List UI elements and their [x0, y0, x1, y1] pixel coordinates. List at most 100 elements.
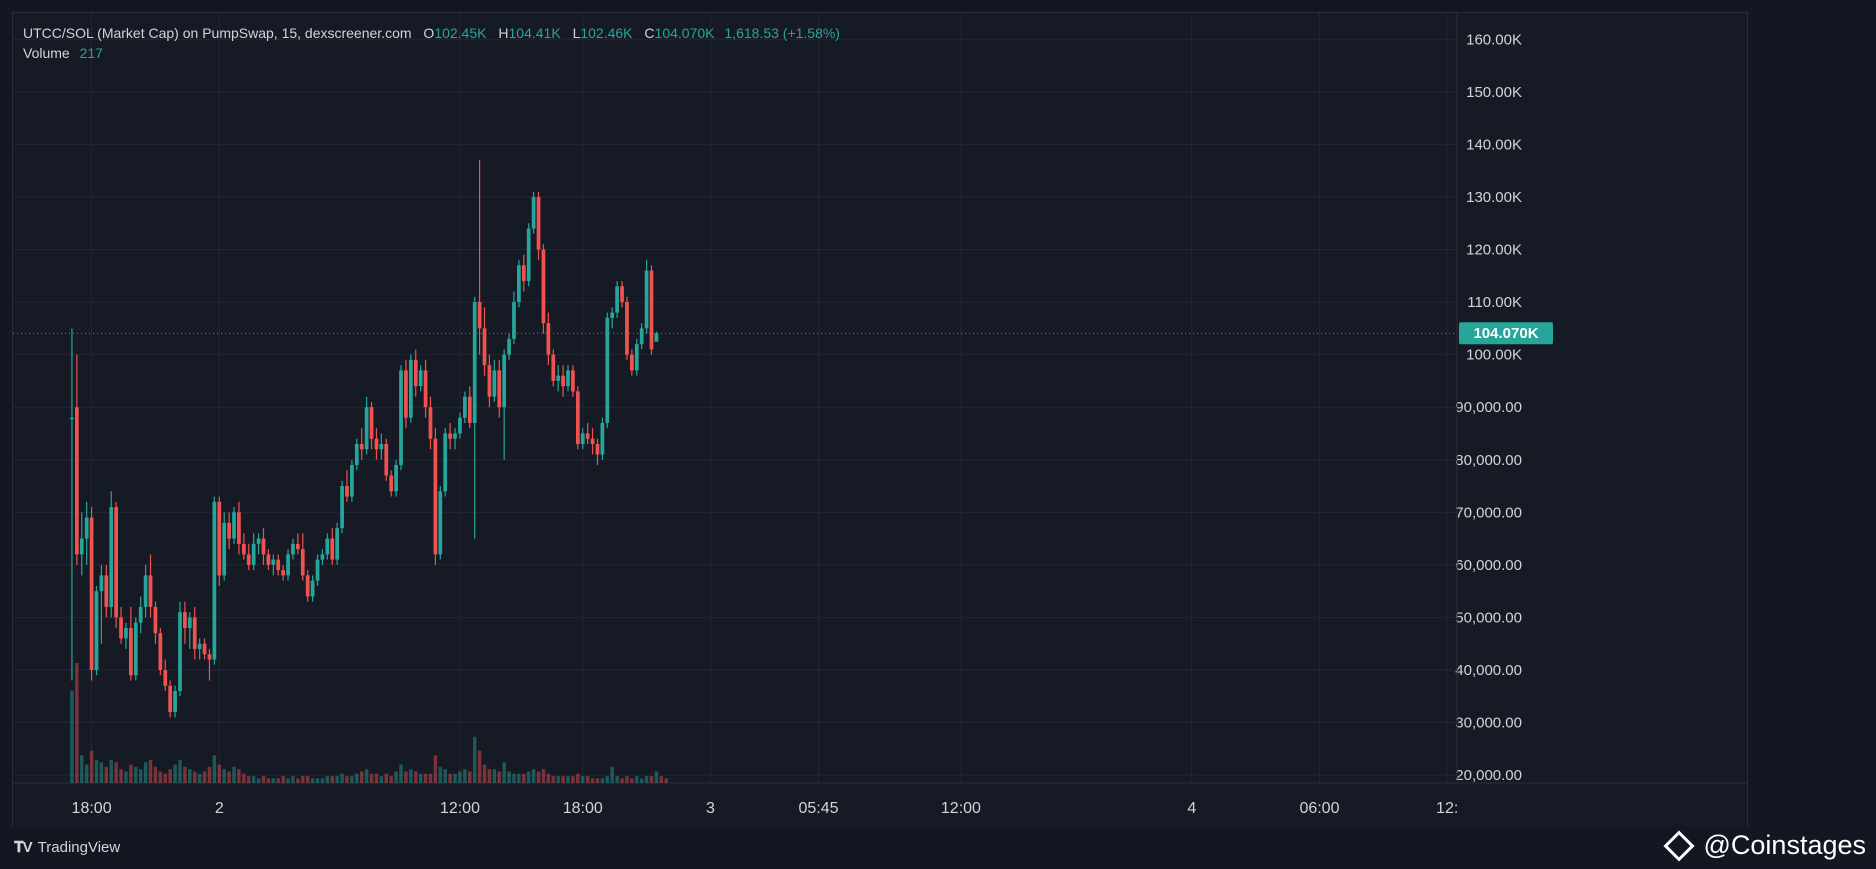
y-tick-label: 150.00K — [1466, 84, 1522, 101]
candle-body — [153, 606, 158, 634]
candle-body — [99, 575, 104, 592]
candle-body — [74, 407, 79, 555]
candle-body — [374, 438, 379, 450]
candle-body — [649, 270, 654, 350]
candle-body — [133, 622, 138, 676]
candle-body — [291, 543, 295, 555]
volume-bar — [443, 769, 447, 783]
volume-bar — [158, 771, 163, 783]
volume-bar — [119, 769, 123, 783]
candle-body — [418, 370, 423, 387]
volume-bar — [124, 771, 128, 783]
candle-body — [620, 286, 624, 303]
volume-bar — [305, 776, 310, 783]
candle-body — [571, 370, 575, 392]
tradingview-logo[interactable]: 𝐓V TradingView — [14, 839, 120, 856]
candlestick-chart[interactable]: 160.00K 150.00K 140.00K 130.00K 120.00K 110.0… — [13, 13, 1747, 827]
volume-bar — [536, 771, 541, 783]
volume-bar — [369, 773, 374, 783]
tradingview-logo-icon: 𝐓V — [14, 839, 33, 856]
candle-body — [148, 575, 153, 607]
candle-body — [84, 517, 89, 539]
volume-bar — [355, 773, 359, 783]
volume-bar — [320, 778, 325, 783]
candle-body — [364, 407, 369, 450]
candle-body — [644, 270, 649, 329]
chart-area[interactable]: 160.00K 150.00K 140.00K 130.00K 120.00K 110.0… — [12, 12, 1748, 828]
close-label: C — [644, 25, 655, 41]
volume-bar — [330, 776, 334, 783]
chart-background — [13, 13, 1747, 827]
candle-body — [639, 328, 644, 345]
volume-value: 217 — [79, 45, 103, 61]
y-tick-label: 140.00K — [1466, 136, 1522, 153]
volume-bar — [242, 773, 246, 783]
volume-bar — [94, 759, 99, 783]
volume-bar — [296, 778, 300, 783]
y-tick-label: 50,000.00 — [1455, 609, 1522, 626]
volume-bar — [448, 773, 452, 783]
volume-bar — [389, 776, 393, 783]
volume-bar — [649, 776, 654, 783]
low-label: L — [572, 25, 581, 41]
volume-bar — [109, 759, 113, 783]
volume-bar — [654, 771, 659, 783]
candle-body — [217, 501, 222, 576]
x-tick-label: 12:00 — [941, 800, 981, 817]
volume-label: Volume — [23, 45, 70, 61]
y-tick-label: 60,000.00 — [1455, 557, 1522, 574]
volume-bar — [546, 773, 551, 783]
candle-body — [379, 443, 384, 450]
candle-body — [580, 433, 585, 444]
volume-bar — [639, 778, 644, 783]
volume-bar — [507, 771, 511, 783]
high-value: 104.41K — [508, 25, 561, 41]
candle-body — [413, 359, 418, 387]
candle-body — [521, 265, 526, 282]
volume-bar — [438, 766, 443, 783]
x-tick-label: 3 — [706, 800, 715, 817]
y-tick-label: 40,000.00 — [1455, 662, 1522, 679]
volume-bar — [89, 750, 94, 783]
candle-body — [408, 359, 413, 418]
candle-body — [354, 443, 359, 466]
y-tick-label: 120.00K — [1466, 242, 1522, 259]
candle-body — [615, 286, 619, 313]
candle-body — [104, 575, 109, 607]
volume-bar — [404, 771, 408, 783]
candle-body — [477, 302, 482, 329]
diamond-logo-icon — [1662, 829, 1695, 862]
candle-body — [163, 669, 168, 686]
volume-bar — [581, 776, 585, 783]
volume-bar — [301, 776, 305, 783]
candle-body — [237, 512, 241, 544]
candle-body — [448, 433, 452, 439]
candle-body — [227, 522, 231, 539]
candle-body — [389, 475, 394, 492]
candle-body — [310, 580, 315, 597]
volume-bar — [585, 776, 590, 783]
candle-body — [325, 538, 330, 555]
candle-body — [458, 417, 462, 434]
candle-body — [497, 370, 502, 408]
volume-bar — [595, 778, 600, 783]
volume-bar — [463, 769, 467, 783]
volume-bar — [414, 771, 418, 783]
candle-body — [143, 575, 148, 607]
volume-bar — [256, 778, 261, 783]
candle-body — [183, 612, 187, 628]
candle-body — [428, 407, 433, 439]
volume-bar — [183, 766, 187, 783]
volume-bar — [531, 769, 536, 783]
volume-bar — [453, 773, 457, 783]
candle-body — [492, 370, 497, 397]
y-tick-label: 160.00K — [1466, 31, 1522, 48]
candle-body — [330, 538, 335, 560]
close-value: 104.070K — [654, 25, 715, 41]
candle-body — [462, 396, 467, 418]
volume-bar — [492, 769, 497, 783]
candle-body — [472, 302, 477, 423]
candle-body — [502, 354, 507, 408]
x-tick-label: 4 — [1187, 800, 1196, 817]
chart-legend: UTCC/SOL (Market Cap) on PumpSwap, 15, d… — [23, 23, 840, 63]
